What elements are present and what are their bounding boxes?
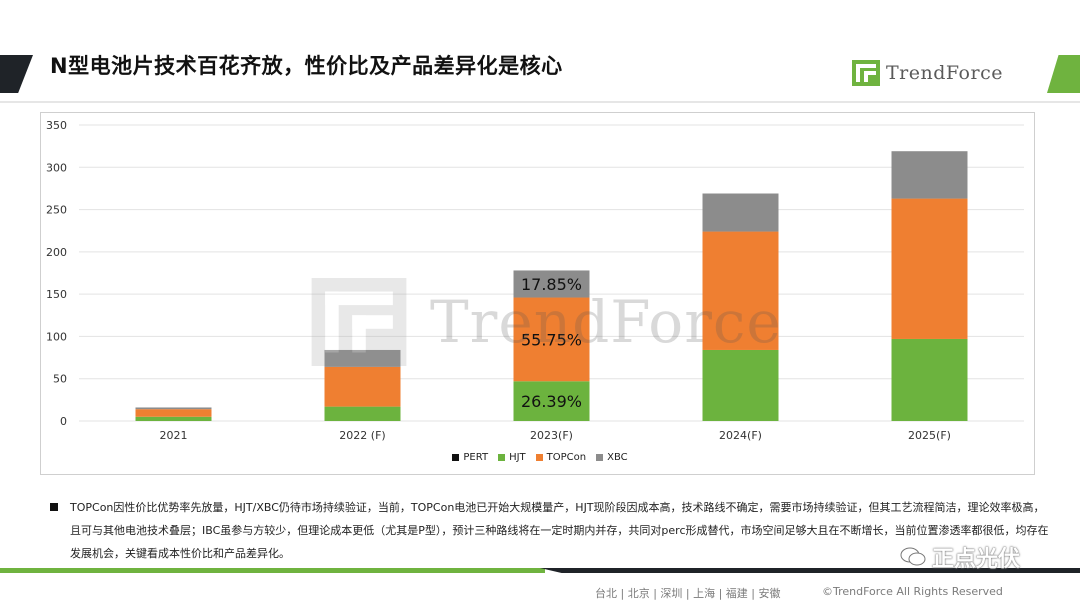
bar-segment-xbc [702,193,779,232]
legend-item: PERT [452,452,488,463]
bar-segment-hjt [891,338,968,421]
y-tick-label: 150 [46,288,67,301]
chart-legend: PERT HJT TOPCon XBC [0,452,1080,463]
y-tick-label: 250 [46,204,67,217]
bar-segment-hjt [135,416,212,421]
y-tick-label: 300 [46,161,67,174]
bar-segment-hjt [324,406,401,421]
footer-copyright: ©TrendForce All Rights Reserved [822,585,1003,598]
x-tick-label: 2022 (F) [339,429,385,442]
x-tick-label: 2025(F) [908,429,951,442]
y-tick-label: 50 [53,373,67,386]
legend-swatch [535,454,543,461]
title-divider [0,101,1080,103]
bar-segment-xbc [135,407,212,410]
y-tick-label: 200 [46,246,67,259]
data-label: 26.39% [521,392,582,411]
y-tick-label: 350 [46,119,67,132]
legend-label: XBC [607,452,628,463]
bar-segment-xbc [513,270,590,298]
stacked-bar-chart: 0 50 100 150 200 250 300 350 2021 2022 (F) 2023(F)… [46,119,1024,442]
bar-segment-topcon [891,198,968,339]
data-label: 55.75% [521,330,582,349]
chart-panel: 0 50 100 150 200 250 300 350 2021 2022 (F) 2023(F)… [40,112,1035,475]
bar-segment-topcon [135,409,212,417]
legend-item: XBC [596,452,628,463]
bar-segment-topcon [702,231,779,350]
legend-label: TOPCon [546,452,587,463]
brand-name: TrendForce [886,62,1003,84]
trendforce-logo: TrendForce [852,59,1003,87]
x-tick-label: 2023(F) [530,429,573,442]
y-tick-label: 100 [46,330,67,343]
footer-green-bar [0,568,545,573]
wechat-icon [900,547,926,566]
summary-note: TOPCon因性价比优势率先放量，HJT/XBC仍待市场持续验证，当前，TOPC… [70,501,1049,560]
page-title: N型电池片技术百花齐放，性价比及产品差异化是核心 [50,54,563,78]
trendforce-logo-icon [852,60,880,86]
bar-segment-xbc [324,349,401,367]
x-tick-label: 2021 [160,429,188,442]
wechat-account-name: 正点光伏 [932,547,1021,572]
footer-offices: 台北 | 北京 | 深圳 | 上海 | 福建 | 安徽 [595,587,781,600]
bar-segment-hjt [513,381,590,421]
wechat-watermark: 正点光伏 [900,541,1020,573]
bar-segment-hjt [702,349,779,421]
x-tick-label: 2024(F) [719,429,762,442]
legend-label: HJT [509,452,526,463]
data-label: 17.85% [521,275,582,294]
left-accent-stripe [0,55,33,93]
legend-swatch [452,454,460,461]
legend-label: PERT [463,452,489,463]
bar-segment-xbc [891,151,968,199]
legend-item: HJT [498,452,526,463]
y-tick-label: 0 [60,415,67,428]
legend-swatch [498,454,506,461]
legend-swatch [596,454,604,461]
bar-segment-topcon [324,366,401,407]
note-bullet [50,503,58,511]
right-accent-stripe [1047,55,1080,93]
bar-segment-topcon [513,297,590,382]
legend-item: TOPCon [535,452,587,463]
